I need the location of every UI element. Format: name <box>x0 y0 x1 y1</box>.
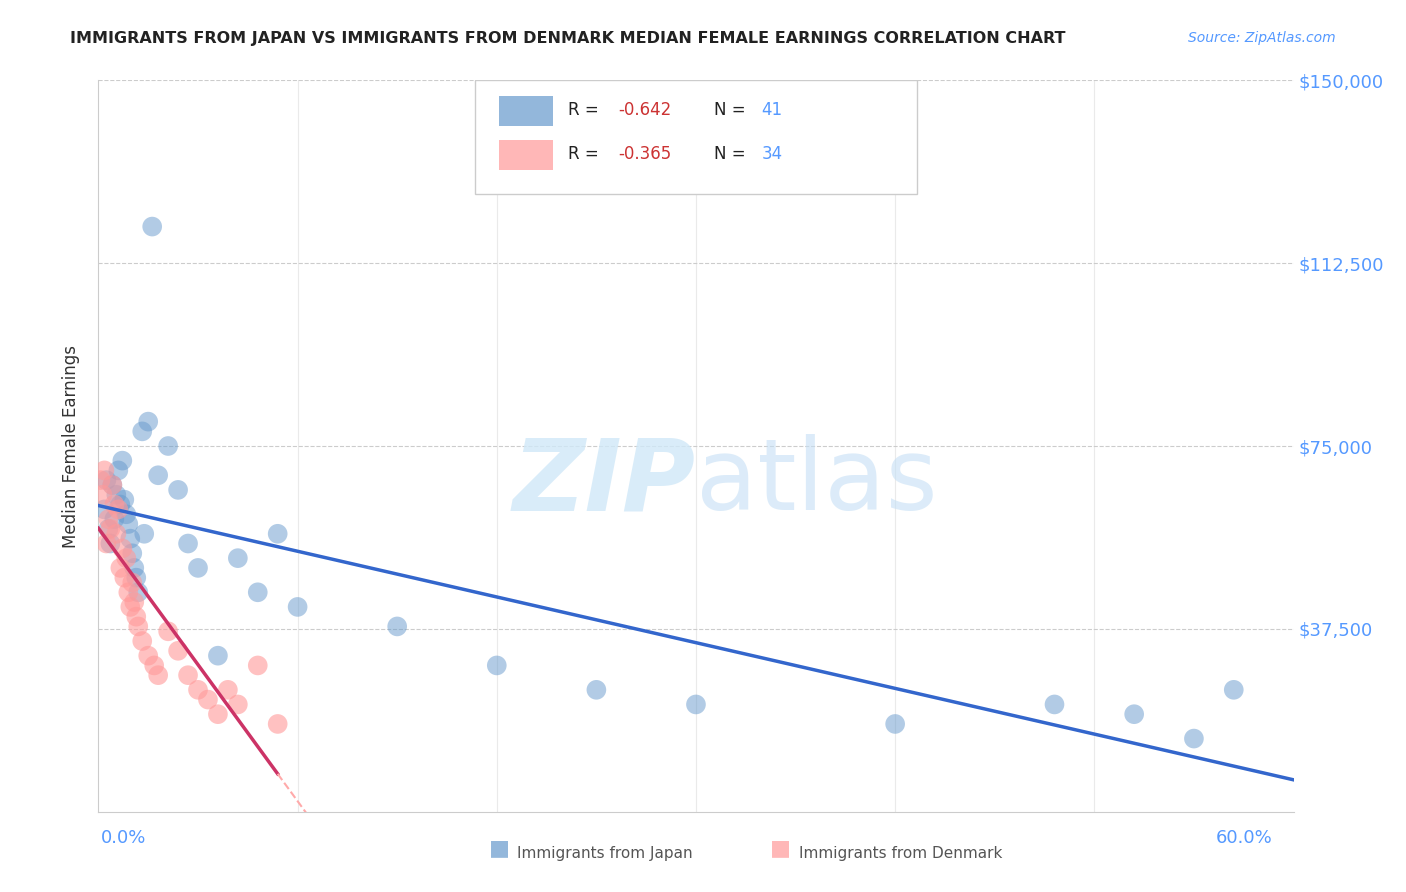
Text: Source: ZipAtlas.com: Source: ZipAtlas.com <box>1188 31 1336 45</box>
Point <box>134 526 156 541</box>
Point <box>187 682 209 697</box>
Text: ■: ■ <box>489 838 509 858</box>
Point <box>136 415 159 429</box>
Point <box>101 478 124 492</box>
Point <box>120 532 142 546</box>
Point <box>246 585 269 599</box>
Point <box>177 668 200 682</box>
Point <box>167 644 190 658</box>
Point <box>1123 707 1146 722</box>
Text: Immigrants from Denmark: Immigrants from Denmark <box>799 847 1002 861</box>
Point <box>96 536 118 550</box>
Point <box>197 692 219 706</box>
Point <box>1182 731 1205 746</box>
Point <box>107 502 129 516</box>
Point <box>110 498 132 512</box>
Point <box>246 658 269 673</box>
Point <box>1043 698 1066 712</box>
Point <box>143 658 166 673</box>
Point <box>107 463 129 477</box>
Bar <box>499 95 553 127</box>
Point <box>1223 682 1246 697</box>
Point <box>110 561 132 575</box>
Point <box>131 425 153 439</box>
Point <box>117 516 139 531</box>
Point <box>207 648 229 663</box>
Point <box>103 512 125 526</box>
Point <box>112 492 135 507</box>
Text: ZIP: ZIP <box>513 434 696 531</box>
Point <box>127 619 149 633</box>
Text: 60.0%: 60.0% <box>1216 829 1272 847</box>
Point <box>124 595 146 609</box>
Text: R =: R = <box>568 145 605 163</box>
Point <box>98 522 122 536</box>
Point <box>124 561 146 575</box>
Bar <box>499 139 553 170</box>
Point <box>111 541 134 556</box>
Y-axis label: Median Female Earnings: Median Female Earnings <box>62 344 80 548</box>
Point <box>97 522 120 536</box>
Point <box>103 498 125 512</box>
FancyBboxPatch shape <box>475 80 917 194</box>
Point <box>91 488 114 502</box>
Point <box>105 526 128 541</box>
Text: -0.365: -0.365 <box>619 145 672 163</box>
Point <box>385 619 409 633</box>
Point <box>685 698 707 712</box>
Point <box>226 698 249 712</box>
Point <box>217 682 239 697</box>
Point <box>148 468 170 483</box>
Point <box>287 599 309 614</box>
Point <box>127 585 149 599</box>
Point <box>167 483 190 497</box>
Point <box>117 585 139 599</box>
Text: -0.642: -0.642 <box>619 101 672 119</box>
Point <box>226 551 249 566</box>
Point <box>121 546 143 560</box>
Point <box>267 717 290 731</box>
Point <box>120 599 142 614</box>
Point <box>157 439 180 453</box>
Point <box>97 512 120 526</box>
Point <box>157 624 180 639</box>
Text: N =: N = <box>714 101 751 119</box>
Point <box>884 717 907 731</box>
Point <box>485 658 508 673</box>
Point <box>111 453 134 467</box>
Point <box>207 707 229 722</box>
Point <box>115 508 138 522</box>
Point <box>125 609 148 624</box>
Point <box>177 536 200 550</box>
Point <box>115 551 138 566</box>
Text: N =: N = <box>714 145 751 163</box>
Point <box>98 536 122 550</box>
Point <box>187 561 209 575</box>
Point <box>96 473 118 487</box>
Text: atlas: atlas <box>696 434 938 531</box>
Point <box>585 682 607 697</box>
Point <box>121 575 143 590</box>
Point <box>101 478 124 492</box>
Text: R =: R = <box>568 101 605 119</box>
Point <box>93 463 115 477</box>
Point <box>141 219 163 234</box>
Point <box>131 634 153 648</box>
Text: 34: 34 <box>762 145 783 163</box>
Point <box>267 526 290 541</box>
Point <box>136 648 159 663</box>
Point <box>93 502 115 516</box>
Point <box>89 473 111 487</box>
Text: ■: ■ <box>770 838 790 858</box>
Text: 0.0%: 0.0% <box>101 829 146 847</box>
Text: 41: 41 <box>762 101 783 119</box>
Point <box>125 571 148 585</box>
Point <box>112 571 135 585</box>
Text: Immigrants from Japan: Immigrants from Japan <box>517 847 693 861</box>
Point <box>105 488 128 502</box>
Text: IMMIGRANTS FROM JAPAN VS IMMIGRANTS FROM DENMARK MEDIAN FEMALE EARNINGS CORRELAT: IMMIGRANTS FROM JAPAN VS IMMIGRANTS FROM… <box>70 31 1066 46</box>
Point <box>148 668 170 682</box>
